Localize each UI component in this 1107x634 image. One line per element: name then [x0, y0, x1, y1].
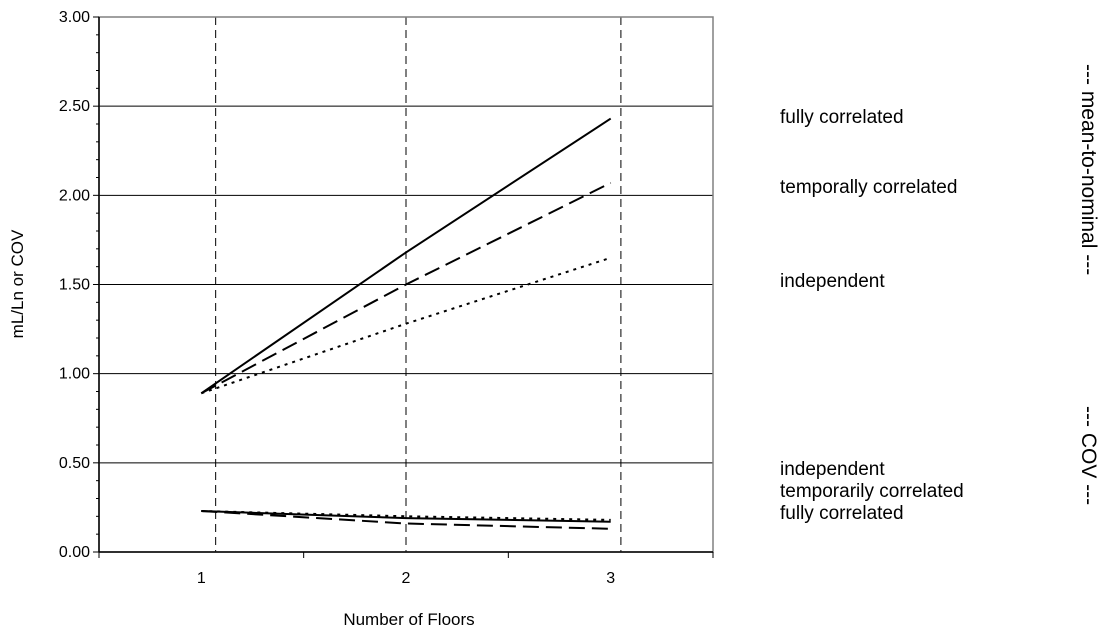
- group-title-mean-to-nominal: --- mean-to-nominal ---: [1077, 64, 1100, 276]
- series-line-mean-to-nominal-long-dash: [200, 182, 612, 395]
- label-mean-independent: independent: [780, 271, 885, 292]
- label-mean-fully-correlated: fully correlated: [780, 107, 904, 128]
- y-tick-label: 1.00: [59, 366, 90, 383]
- x-axis-title: Number of Floors: [343, 610, 474, 629]
- y-tick-label: 0.00: [59, 544, 90, 561]
- y-tick-label: 1.50: [59, 277, 90, 294]
- label-mean-temporally-correlated: temporally correlated: [780, 177, 958, 198]
- series-lines: [200, 117, 612, 530]
- group-title-cov: --- COV ---: [1077, 406, 1100, 506]
- label-cov-fully-correlated: fully correlated: [780, 503, 904, 524]
- series-line-mean-to-nominal-dotted: [200, 256, 612, 395]
- series-line-cov-solid: [201, 510, 611, 523]
- y-tick-label: 2.00: [59, 187, 90, 204]
- x-tick-label: 1: [197, 570, 206, 587]
- y-axis-title: mL/Ln or COV: [8, 229, 27, 338]
- y-tick-label: 3.00: [59, 9, 90, 26]
- x-tick-label: 3: [606, 570, 615, 587]
- label-cov-temporarily-correlated: temporarily correlated: [780, 481, 964, 502]
- axes: 0.00 0.50 1.00 1.50 2.00 2.50 3.00 1 2 3: [59, 9, 714, 587]
- series-line-mean-to-nominal-solid: [200, 117, 612, 395]
- y-tick-label: 2.50: [59, 98, 90, 115]
- y-tick-label: 0.50: [59, 455, 90, 472]
- x-tick-label: 2: [402, 570, 411, 587]
- label-cov-independent: independent: [780, 459, 885, 480]
